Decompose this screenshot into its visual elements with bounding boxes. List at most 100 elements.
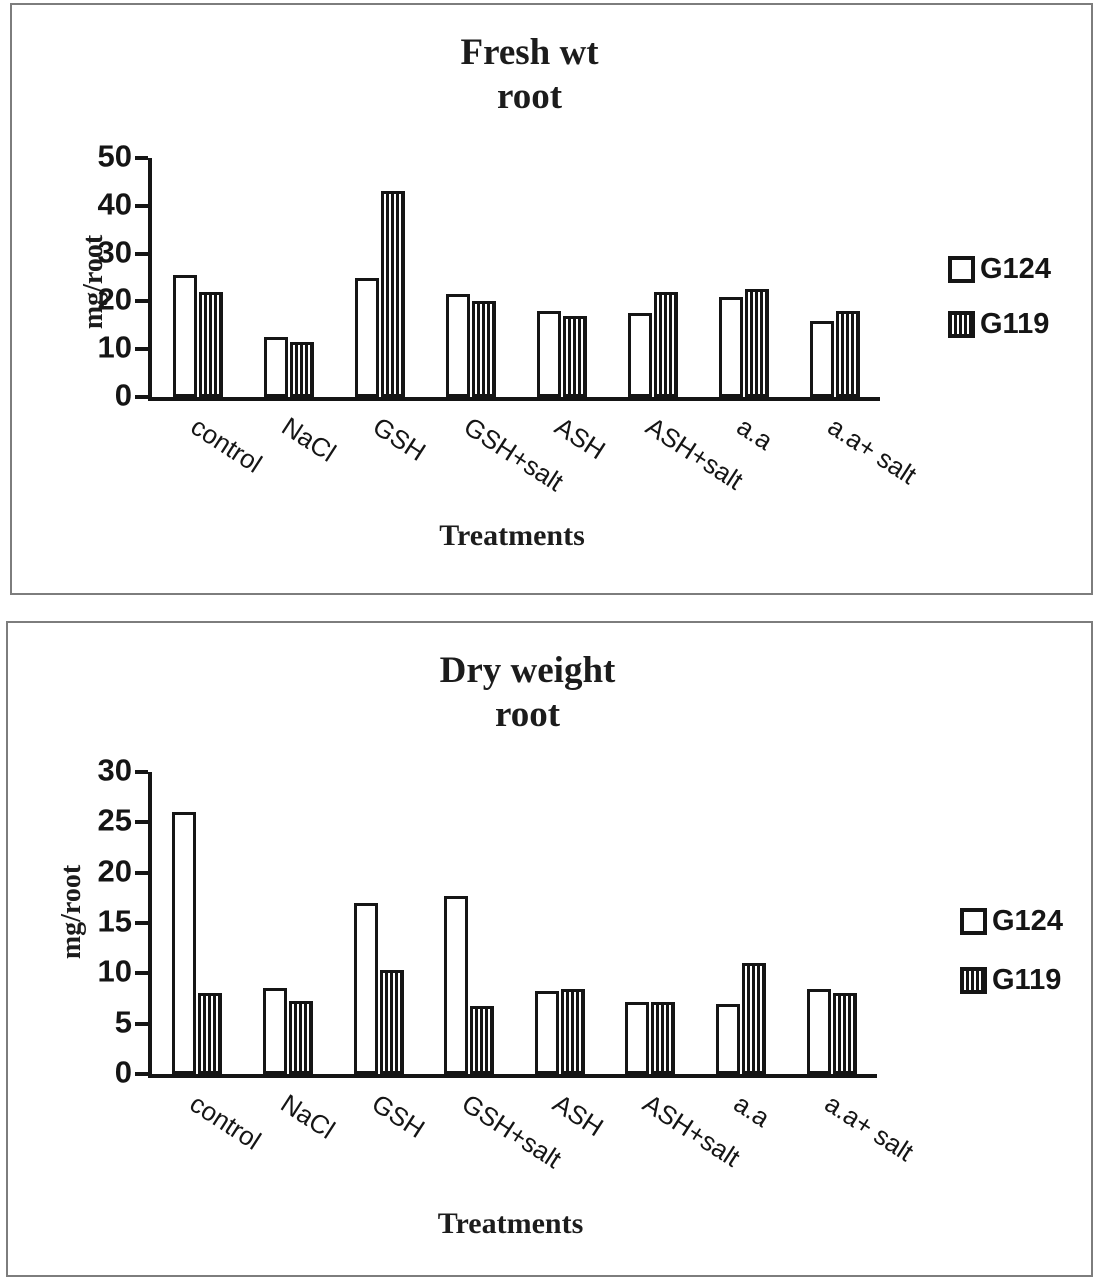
legend-label: G119 xyxy=(992,964,1062,996)
legend-label: G124 xyxy=(992,905,1063,937)
bar-g124-a-a xyxy=(716,1003,741,1074)
bar-group: control xyxy=(152,772,267,1156)
bar-pair xyxy=(354,158,405,397)
y-axis-tick-label: 30 xyxy=(97,752,132,788)
chart-title-line2: root xyxy=(494,694,561,735)
x-axis-label: control xyxy=(184,1088,267,1156)
bar-pair xyxy=(172,772,223,1074)
legend: G124 G119 xyxy=(948,255,1051,339)
chart-title-line1: Fresh wt xyxy=(460,32,599,73)
x-axis-title: Treatments xyxy=(439,519,585,552)
bar-group: GSH xyxy=(333,772,430,1144)
bar-group: NaCl xyxy=(243,772,340,1145)
bar-g119-gsh xyxy=(380,191,405,397)
bar-g119-gsh-salt xyxy=(471,301,496,397)
bar-g119-a-a xyxy=(742,963,767,1074)
bar-g119-ash xyxy=(562,315,587,397)
bar-pair xyxy=(809,158,860,397)
x-axis-label: NaCl xyxy=(275,1088,341,1145)
bar-g119-nacl xyxy=(288,1000,313,1074)
y-axis-tick-label: 10 xyxy=(97,953,132,989)
chart-title-line1: Dry weight xyxy=(439,650,616,691)
x-axis-label: ASH+salt xyxy=(640,411,749,496)
y-axis-tick xyxy=(135,921,148,925)
bar-g124-control xyxy=(172,275,197,397)
fresh-weight-chart-panel: Fresh wt root mg/root 50 40 30 20 10 0 control… xyxy=(10,3,1093,595)
y-axis-tick xyxy=(135,251,148,256)
y-axis-tick xyxy=(135,820,148,825)
y-axis-tick xyxy=(135,1021,148,1026)
y-axis-tick xyxy=(135,203,148,208)
x-axis-label: ASH xyxy=(549,411,611,466)
bar-group: a.a xyxy=(698,158,789,456)
legend-item-g124: G124 xyxy=(960,907,1063,936)
bar-g124-control xyxy=(172,812,197,1074)
bar-pair xyxy=(716,772,767,1074)
bar-g124-ash xyxy=(536,310,561,397)
x-axis-label: a.a xyxy=(731,411,778,456)
bar-pair xyxy=(536,158,587,397)
bar-g124-a-a xyxy=(718,296,743,397)
x-axis-label: a.a+ salt xyxy=(819,1088,919,1168)
bar-g119-a-a-salt xyxy=(832,993,857,1074)
bar-group: GSH+salt xyxy=(425,158,568,497)
g124-swatch-icon xyxy=(948,256,975,283)
g119-swatch-icon xyxy=(960,967,987,994)
y-axis-tick xyxy=(135,395,148,399)
y-axis-tick-label: 10 xyxy=(97,329,132,365)
bar-g119-gsh xyxy=(379,970,404,1074)
legend-label: G124 xyxy=(980,253,1051,285)
x-axis-label: GSH xyxy=(366,1088,430,1144)
chart-title: Dry weight root xyxy=(8,649,1047,737)
x-axis-title: Treatments xyxy=(437,1207,584,1240)
bar-g119-a-a xyxy=(744,289,769,397)
y-axis-tick-label: 5 xyxy=(114,1004,132,1040)
y-axis-tick-label: 20 xyxy=(97,281,132,317)
bar-g124-ash-salt xyxy=(627,313,652,397)
bar-group: GSH xyxy=(334,158,431,467)
y-axis-tick-label: 15 xyxy=(97,903,132,939)
bar-g119-nacl xyxy=(289,342,314,397)
bar-group: a.a xyxy=(696,772,787,1133)
bar-pair xyxy=(627,158,678,397)
dry-weight-chart-panel: Dry weight root mg/root 30 25 20 15 10 5 0 cont… xyxy=(6,621,1093,1277)
bar-g119-a-a-salt xyxy=(835,310,860,397)
chart-title-line2: root xyxy=(496,76,563,117)
bar-group: a.a+ salt xyxy=(786,772,919,1167)
y-axis-tick-label: 0 xyxy=(114,377,132,413)
bar-pair xyxy=(172,158,223,397)
plot-area: 50 40 30 20 10 0 control NaCl GSH GSH+salt ASH ASH+… xyxy=(98,139,922,498)
x-axis-label: a.a+ salt xyxy=(822,411,922,491)
bar-group: a.a+ salt xyxy=(789,158,922,490)
legend-item-g119: G119 xyxy=(960,966,1063,995)
bar-pair xyxy=(534,772,585,1074)
bar-group: NaCl xyxy=(243,158,341,468)
x-axis-label: a.a xyxy=(728,1088,776,1133)
x-axis-label: control xyxy=(185,411,267,479)
bar-g124-nacl xyxy=(263,337,288,397)
legend-item-g124: G124 xyxy=(948,255,1051,284)
bar-g119-ash xyxy=(560,989,585,1074)
bar-pair xyxy=(262,772,313,1074)
legend-label: G119 xyxy=(980,308,1050,340)
y-axis-tick xyxy=(135,156,148,160)
y-axis-tick xyxy=(135,347,148,352)
bar-g124-nacl xyxy=(262,988,287,1074)
bar-pair xyxy=(806,772,857,1074)
y-axis-tick-label: 30 xyxy=(97,234,132,270)
bar-pair xyxy=(625,772,676,1074)
bar-g124-a-a-salt xyxy=(809,320,834,397)
plot-area: 30 25 20 15 10 5 0 control NaCl GSH GSH+salt ASH ASH… xyxy=(98,753,919,1175)
x-axis-label: GSH xyxy=(367,411,431,467)
bar-pair xyxy=(353,772,404,1074)
bar-g124-gsh-salt xyxy=(445,294,470,397)
g119-swatch-icon xyxy=(948,311,975,338)
g124-swatch-icon xyxy=(960,908,987,935)
bar-pair xyxy=(263,158,314,397)
y-axis-tick xyxy=(135,770,148,774)
legend: G124 G119 xyxy=(960,907,1063,995)
y-axis-tick xyxy=(135,870,148,875)
x-axis-label: ASH xyxy=(547,1088,609,1143)
bar-pair xyxy=(718,158,769,397)
bar-g119-gsh-salt xyxy=(470,1005,495,1074)
